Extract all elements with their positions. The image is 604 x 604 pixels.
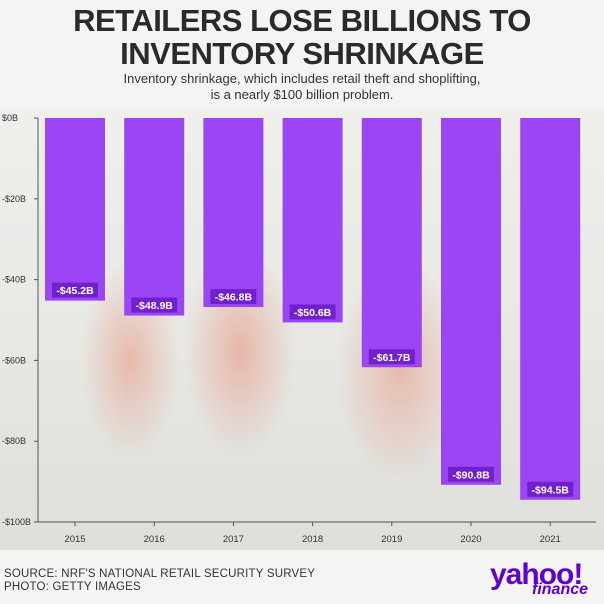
x-tick-label: 2017 (223, 534, 244, 545)
subtitle-line-2: is a nearly $100 billion problem. (210, 87, 394, 102)
chart-subtitle: Inventory shrinkage, which includes reta… (0, 71, 604, 103)
y-tick-label: -$60B (2, 355, 26, 365)
bar (203, 118, 264, 308)
y-tick-label: -$40B (2, 275, 26, 285)
yahoo-finance-logo: yahoo! finance (490, 560, 600, 600)
x-tick-label: 2016 (144, 534, 165, 545)
y-tick-label: -$20B (2, 194, 26, 204)
value-label-bg (52, 282, 98, 298)
x-tick-label: 2018 (302, 534, 323, 545)
bar (361, 118, 422, 368)
value-label: -$50.6B (294, 307, 332, 319)
y-tick-label: -$80B (2, 436, 26, 446)
value-label: -$94.5B (532, 484, 570, 496)
subtitle-line-1: Inventory shrinkage, which includes reta… (123, 71, 481, 86)
title-line-1: RETAILERS LOSE BILLIONS TO (73, 3, 531, 38)
value-label-bg (527, 481, 574, 497)
value-label: -$46.8B (215, 292, 253, 304)
bar (45, 118, 105, 301)
y-tick-label: $0B (2, 113, 18, 123)
x-tick-label: 2019 (381, 534, 402, 545)
source-note: SOURCE: NRF'S NATIONAL RETAIL SECURITY S… (4, 568, 316, 580)
value-label: -$90.8B (452, 469, 490, 481)
value-label-bg (289, 304, 336, 320)
value-label-bg (210, 289, 257, 305)
bar (520, 118, 581, 500)
title-line-2: INVENTORY SHRINKAGE (120, 36, 484, 71)
x-tick-label: 2021 (540, 534, 561, 545)
value-label-bg (131, 297, 178, 313)
x-tick-label: 2015 (64, 534, 85, 545)
bar (282, 118, 343, 323)
photo-credit: PHOTO: GETTY IMAGES (4, 581, 141, 593)
logo-word: yahoo! (490, 558, 583, 591)
chart-title: RETAILERS LOSE BILLIONS TO INVENTORY SHR… (0, 4, 604, 70)
value-label: -$45.2B (56, 285, 94, 297)
logo-sub: finance (532, 581, 589, 598)
bar (441, 118, 501, 485)
bar (124, 118, 185, 316)
value-label: -$48.9B (136, 300, 174, 312)
value-label-bg (448, 466, 494, 482)
footer: SOURCE: NRF'S NATIONAL RETAIL SECURITY S… (4, 568, 315, 594)
x-tick-label: 2020 (460, 534, 481, 545)
value-label: -$61.7B (373, 352, 411, 364)
value-label-bg (368, 349, 415, 365)
y-tick-label: -$100B (2, 517, 31, 527)
